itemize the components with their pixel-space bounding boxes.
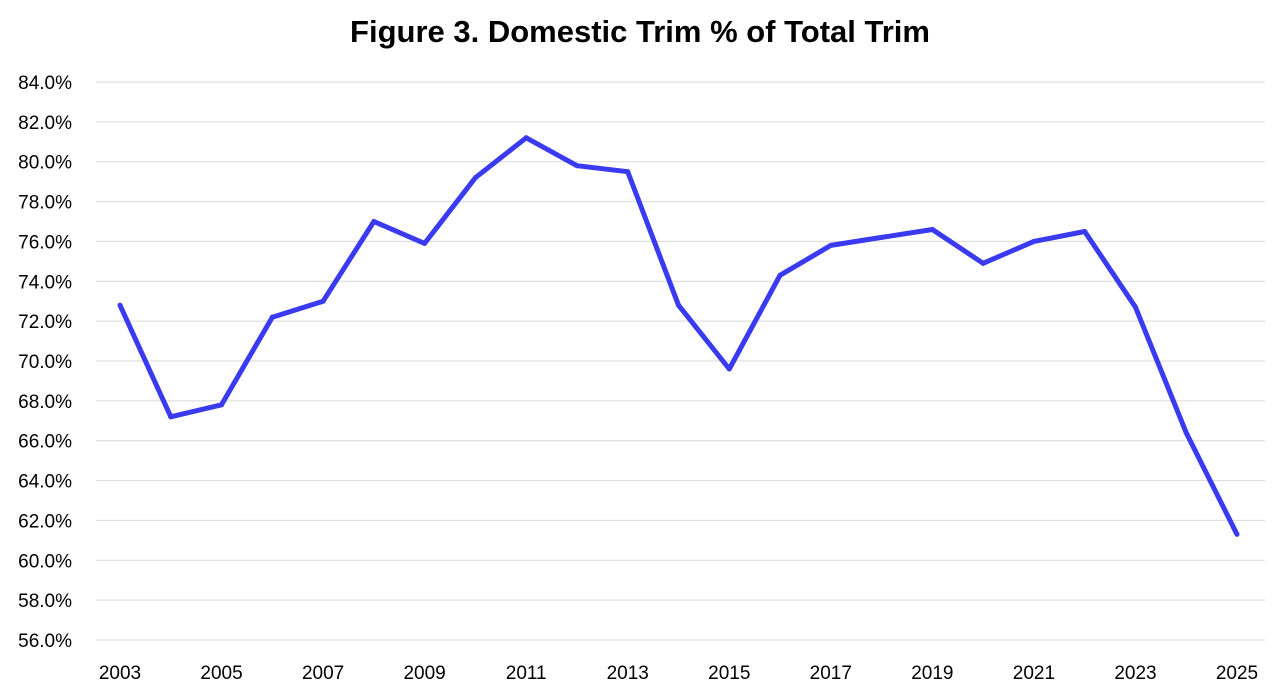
y-tick-label: 78.0% [18, 193, 72, 214]
y-tick-label: 76.0% [18, 232, 72, 253]
data-point [777, 272, 783, 278]
data-point [320, 298, 326, 304]
data-point [117, 302, 123, 308]
data-point [523, 135, 529, 141]
data-point [574, 163, 580, 169]
y-tick-label: 66.0% [18, 432, 72, 453]
y-tick-label: 80.0% [18, 153, 72, 174]
data-point [980, 260, 986, 266]
y-tick-label: 70.0% [18, 352, 72, 373]
series-line [117, 135, 1240, 536]
x-tick-label: 2009 [403, 663, 445, 684]
data-point [726, 366, 732, 372]
data-point [219, 402, 225, 408]
data-point [676, 302, 681, 308]
x-tick-label: 2019 [911, 663, 953, 684]
data-point [472, 175, 478, 181]
data-point [422, 240, 428, 246]
y-tick-label: 72.0% [18, 312, 72, 333]
data-point [929, 226, 935, 232]
data-point [625, 169, 631, 175]
y-tick-label: 84.0% [18, 73, 72, 94]
data-point [879, 234, 885, 240]
data-point [1183, 430, 1189, 436]
data-point [1031, 238, 1037, 244]
y-axis-tick-labels: 56.0% 58.0% 60.0% 62.0% 64.0% 66.0% 68.0% 70.0%… [18, 73, 72, 652]
x-tick-label: 2013 [607, 663, 649, 684]
gridlines [96, 81, 1265, 641]
y-tick-label: 58.0% [18, 591, 72, 612]
x-tick-label: 2025 [1216, 663, 1258, 684]
x-tick-label: 2021 [1013, 663, 1055, 684]
y-tick-label: 60.0% [18, 551, 72, 572]
x-tick-label: 2005 [200, 663, 242, 684]
x-tick-label: 2023 [1114, 663, 1156, 684]
data-point [371, 219, 377, 224]
x-tick-label: 2011 [506, 663, 547, 684]
y-tick-label: 56.0% [18, 631, 72, 652]
data-point [828, 242, 834, 248]
data-point [1132, 304, 1138, 310]
y-tick-label: 68.0% [18, 392, 72, 413]
y-tick-label: 62.0% [18, 511, 72, 532]
x-axis-tick-labels: 2003 2005 2007 2009 2011 2013 2015 2017 2019 2021… [99, 663, 1258, 684]
y-tick-label: 82.0% [18, 113, 72, 134]
y-tick-label: 64.0% [18, 472, 72, 493]
data-point [269, 314, 275, 320]
data-point [168, 414, 174, 420]
x-tick-label: 2003 [99, 663, 141, 684]
data-point [1082, 228, 1088, 234]
x-tick-label: 2017 [810, 663, 852, 684]
data-point [1234, 531, 1240, 537]
y-tick-label: 74.0% [18, 272, 72, 293]
x-tick-label: 2007 [302, 663, 344, 684]
chart-title: Figure 3. Domestic Trim % of Total Trim [350, 14, 930, 49]
series-layer [117, 135, 1240, 537]
x-tick-label: 2015 [708, 663, 750, 684]
